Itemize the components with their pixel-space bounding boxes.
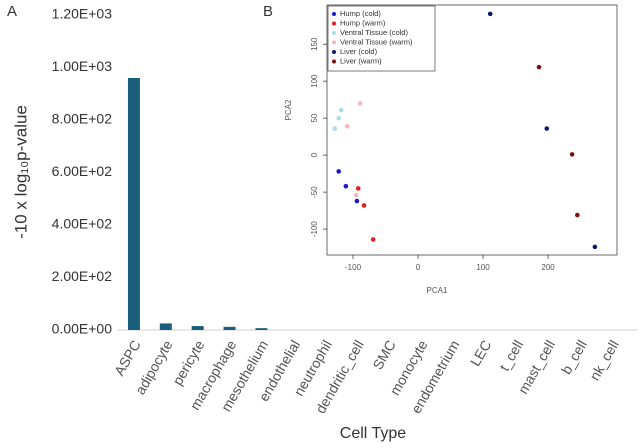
x-tick-label: nk_cell [586,337,622,383]
legend-marker [332,12,336,16]
y-axis-label: PCA2 [284,99,293,120]
x-tick-label: 200 [541,263,555,272]
x-tick-label: ASPC [111,337,144,378]
x-tick-label: LEC [467,337,494,369]
x-tick-label: t_cell [496,337,526,373]
y-tick-label: 6.00E+02 [52,163,113,179]
legend-marker [332,59,336,64]
x-tick-label: 0 [416,263,421,272]
x-tick-label: SMC [369,337,398,372]
y-axis-label: -10 x log₁₀p-value [11,105,30,239]
point [343,183,349,189]
legend-label: Ventral Tissue (warm) [340,37,413,46]
y-tick-label: -100 [310,221,319,238]
panel-label: A [7,3,17,20]
point [536,64,542,70]
bar [127,78,140,330]
x-axis-label: PCA1 [427,286,448,295]
x-axis-label: Cell Type [340,425,407,442]
point [575,212,580,218]
point [370,237,376,242]
bar [223,326,236,330]
legend-label: Hump (warm) [340,18,386,27]
y-tick-label: 150 [310,37,319,51]
y-tick-label: 0.00E+00 [52,321,113,337]
point [487,11,493,17]
point [361,203,367,208]
panel-label: B [263,3,273,20]
legend-label: Liver (warm) [340,56,382,65]
y-tick-label: 100 [310,74,319,88]
legend-label: Liver (cold) [340,47,378,56]
legend-marker [332,21,336,26]
point [332,126,338,131]
legend-marker [332,50,336,54]
bar [159,323,172,330]
bar [191,326,204,330]
x-tick-label: b_cell [558,337,590,377]
plot-frame [326,4,618,256]
point [336,169,342,174]
y-tick-label: 4.00E+02 [52,216,113,232]
point [339,107,344,113]
legend-marker [332,40,336,45]
point [569,152,575,157]
y-tick-label: 0 [310,152,319,157]
y-tick-label: 50 [310,113,319,122]
point [353,192,359,198]
y-tick-label: 8.00E+02 [52,111,113,127]
point [354,198,360,204]
y-tick-label: 2.00E+02 [52,268,113,284]
point [355,186,361,191]
point [592,244,598,250]
point [336,115,342,121]
y-tick-label: 1.20E+03 [52,6,113,22]
legend-label: Ventral Tissue (cold) [340,28,408,37]
point [544,126,550,131]
x-tick-label: 100 [476,263,490,272]
y-tick-label: -50 [310,186,319,198]
legend-box [327,5,436,72]
legend-label: Hump (cold) [340,9,381,18]
bar [255,328,268,330]
point [344,124,350,129]
x-tick-label: -100 [345,263,362,272]
y-tick-label: 1.00E+03 [52,58,113,74]
legend-marker [332,31,336,35]
point [357,101,363,106]
